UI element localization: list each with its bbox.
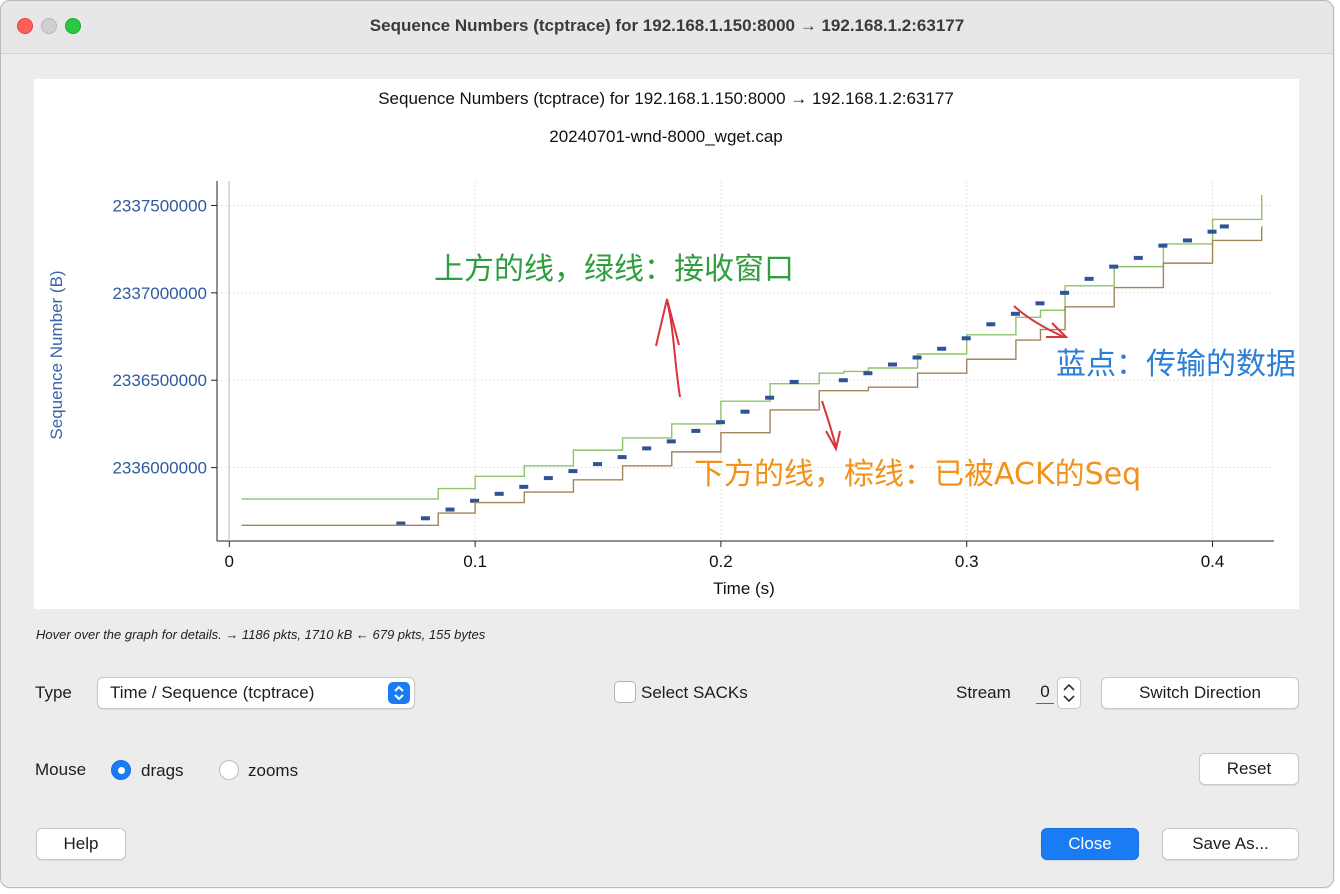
blue-data-point: [642, 446, 652, 451]
blue-data-point: [1010, 311, 1020, 316]
blue-data-point: [568, 469, 578, 474]
blue-data-point: [838, 378, 848, 383]
save-as-button[interactable]: Save As...: [1162, 828, 1299, 860]
blue-data-point: [445, 507, 455, 512]
blue-data-point: [789, 379, 799, 384]
green-window-line: [241, 194, 1263, 500]
blue-data-point: [740, 409, 750, 414]
y-tick-labels: 2336000000 2336500000 2337000000 2337500000: [112, 196, 207, 477]
y-tick-label: 2337500000: [112, 196, 207, 215]
sequence-chart[interactable]: Sequence Numbers (tcptrace) for 192.168.…: [34, 79, 1299, 609]
blue-data-point: [715, 420, 725, 425]
blue-data-point: [691, 428, 701, 433]
annotation-orange-text: 下方的线，棕线：已被ACK的Seq: [694, 457, 1141, 492]
chevron-updown-icon: [388, 682, 410, 704]
stream-label: Stream: [956, 683, 1011, 702]
blue-data-point: [1219, 224, 1229, 229]
blue-data-point: [1035, 301, 1045, 306]
graph-type-value: Time / Sequence (tcptrace): [110, 683, 315, 702]
annotation-blue-text: 蓝点：传输的数据: [1056, 347, 1296, 382]
chart-title: Sequence Numbers (tcptrace) for 192.168.…: [378, 89, 954, 108]
select-sacks-label: Select SACKs: [641, 683, 748, 702]
y-tick-label: 2336500000: [112, 371, 207, 390]
arrow-to-blue-dots: [1013, 305, 1069, 338]
annotation-green-text: 上方的线，绿线：接收窗口: [434, 252, 794, 287]
blue-data-point: [1084, 276, 1094, 281]
x-tick-label: 0.2: [709, 552, 733, 571]
blue-data-point: [986, 322, 996, 327]
graph-plot-area[interactable]: Sequence Numbers (tcptrace) for 192.168.…: [34, 79, 1299, 609]
blue-data-point: [470, 498, 480, 503]
maximize-window-button[interactable]: [65, 18, 81, 34]
help-button[interactable]: Help: [36, 828, 126, 860]
x-tick-label: 0: [225, 552, 234, 571]
minimize-window-button[interactable]: [41, 18, 57, 34]
series-layer: [241, 194, 1263, 526]
close-button[interactable]: Close: [1041, 828, 1139, 860]
reset-button[interactable]: Reset: [1199, 753, 1299, 785]
blue-data-point: [494, 491, 504, 496]
x-tick-label: 0.1: [463, 552, 487, 571]
y-tick-label: 2337000000: [112, 284, 207, 303]
blue-data-point: [519, 484, 529, 489]
blue-data-point: [863, 371, 873, 376]
select-sacks-checkbox[interactable]: [614, 681, 636, 703]
switch-direction-button[interactable]: Switch Direction: [1101, 677, 1299, 709]
x-tick-label: 0.4: [1201, 552, 1225, 571]
blue-data-point: [887, 362, 897, 367]
mouse-label: Mouse: [35, 760, 87, 779]
blue-data-point: [765, 395, 775, 400]
blue-data-point: [1158, 243, 1168, 248]
blue-data-point: [912, 355, 922, 360]
blue-data-point: [1207, 229, 1217, 234]
arrow-down-to-brown-line: [821, 400, 841, 452]
x-tick-labels: 0 0.1 0.2 0.3 0.4: [225, 552, 1225, 571]
type-label: Type: [35, 683, 72, 702]
blue-data-point: [420, 516, 430, 521]
drags-radio[interactable]: [111, 760, 131, 780]
x-axis-label: Time (s): [713, 579, 775, 598]
window-title: Sequence Numbers (tcptrace) for 192.168.…: [369, 16, 965, 35]
zooms-label: zooms: [248, 761, 299, 780]
y-tick-label: 2336000000: [112, 459, 207, 478]
blue-data-point: [961, 336, 971, 341]
x-tick-label: 0.3: [955, 552, 979, 571]
blue-data-point: [1109, 264, 1119, 269]
blue-data-point: [593, 462, 603, 467]
graph-type-select[interactable]: Time / Sequence (tcptrace): [97, 677, 415, 709]
blue-data-point: [1182, 238, 1192, 243]
zooms-radio[interactable]: [219, 760, 239, 780]
stream-stepper[interactable]: [1057, 677, 1081, 709]
drags-label: drags: [141, 761, 184, 780]
stream-input[interactable]: 0: [1036, 681, 1054, 704]
blue-data-point: [543, 476, 553, 481]
blue-data-point: [937, 346, 947, 351]
blue-data-point: [617, 455, 627, 460]
close-window-button[interactable]: [17, 18, 33, 34]
blue-data-point: [1133, 255, 1143, 260]
arrow-up-to-green-line: [655, 298, 681, 398]
blue-data-point: [396, 521, 406, 526]
stepper-arrows-icon: [1063, 683, 1075, 703]
y-axis-label: Sequence Number (B): [47, 270, 66, 439]
hover-details-text: Hover over the graph for details. → 1186…: [36, 627, 486, 642]
title-bar[interactable]: Sequence Numbers (tcptrace) for 192.168.…: [1, 1, 1333, 54]
chart-subtitle: 20240701-wnd-8000_wget.cap: [549, 127, 782, 146]
blue-data-point: [1060, 290, 1070, 295]
blue-data-point: [666, 439, 676, 444]
brown-ack-line: [241, 226, 1263, 526]
